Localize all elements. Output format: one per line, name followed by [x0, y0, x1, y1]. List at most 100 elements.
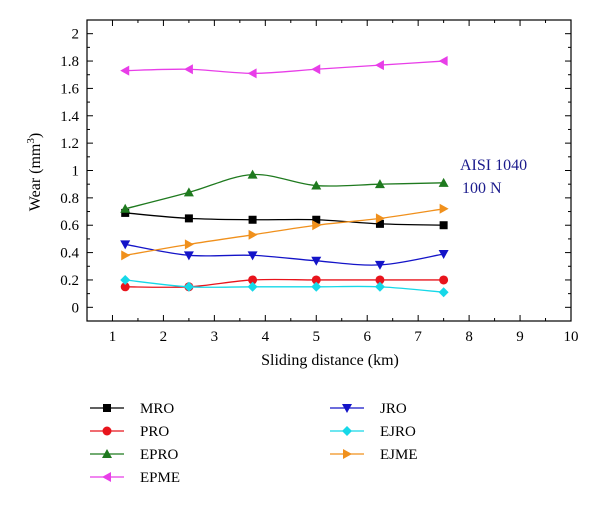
legend-item-ejro: EJRO: [330, 424, 416, 440]
data-point-ejro: [438, 287, 449, 298]
data-point-ejme: [184, 239, 194, 250]
y-tick-label: 1.6: [60, 81, 79, 97]
annotation-material: AISI 1040: [460, 157, 527, 174]
data-point-jro: [247, 251, 258, 261]
legend-item-pro: PRO: [90, 424, 169, 440]
data-point-epro: [183, 187, 194, 197]
y-tick-label: 0.4: [60, 246, 79, 262]
data-point-ejme: [248, 229, 258, 240]
legend-label: EJRO: [380, 424, 416, 440]
data-point-ejro: [311, 281, 322, 292]
y-tick-label: 1: [72, 164, 80, 180]
legend-label: EPME: [140, 470, 180, 486]
legend-label: PRO: [140, 424, 169, 440]
series-ejme: [121, 203, 449, 261]
data-point-ejro: [183, 281, 194, 292]
series-line-ejro: [125, 279, 444, 293]
legend-swatch-marker: [343, 449, 352, 459]
legend: MRO PRO EPRO EPME JRO EJRO EJME: [90, 401, 418, 486]
annotation-group: AISI 1040 100 N: [460, 157, 527, 197]
data-point-mro: [312, 215, 321, 224]
y-tick-label: 0.8: [60, 191, 79, 207]
data-point-ejro: [247, 281, 258, 292]
series-jro: [120, 240, 449, 270]
data-point-mro: [439, 221, 448, 230]
y-axis-title: Wear (mm3): [25, 133, 44, 211]
legend-swatch-marker: [102, 449, 112, 458]
data-point-pro: [439, 275, 449, 285]
data-point-epro: [120, 203, 131, 213]
data-point-jro: [311, 256, 322, 266]
legend-item-mro: MRO: [90, 401, 174, 417]
plot-area: 1 2 3 4 5 6 7 8 9 10 0 0.2 0.4 0.6 0.8 1 1.2 1.4 1.6 1.8 2: [60, 19, 579, 345]
data-point-mro: [121, 208, 130, 217]
data-point-epro: [438, 177, 449, 187]
series-epro: [120, 169, 449, 213]
legend-item-epme: EPME: [90, 470, 180, 486]
data-point-epme: [438, 56, 448, 67]
y-axis-title-text: Wear (mm3): [25, 133, 44, 211]
data-point-pro: [248, 275, 258, 285]
x-tick-label: 2: [160, 329, 168, 345]
series-pro: [120, 275, 449, 292]
data-point-jro: [183, 251, 194, 261]
series-line-jro: [125, 243, 444, 266]
legend-label: MRO: [140, 401, 174, 417]
legend-label: JRO: [380, 401, 407, 417]
data-point-ejro: [120, 274, 131, 285]
data-point-pro: [311, 275, 321, 285]
legend-item-epro: EPRO: [90, 447, 179, 463]
data-point-ejro: [374, 281, 385, 292]
data-point-epro: [311, 180, 322, 190]
x-tick-label: 8: [465, 329, 473, 345]
data-point-ejme: [121, 250, 131, 261]
y-tick-label: 0.6: [60, 218, 79, 234]
data-point-mro: [184, 214, 193, 223]
data-point-epme: [120, 65, 130, 76]
x-tick-label: 3: [211, 329, 219, 345]
series-ejro: [120, 274, 449, 298]
legend-swatch-marker: [103, 404, 111, 412]
legend-swatch-marker: [102, 426, 112, 436]
legend-label: EJME: [380, 447, 418, 463]
data-point-pro: [375, 275, 385, 285]
legend-swatch-marker: [342, 404, 352, 413]
data-point-jro: [120, 240, 131, 250]
data-point-jro: [374, 260, 385, 270]
legend-item-jro: JRO: [330, 401, 407, 417]
data-point-mro: [375, 219, 384, 228]
data-point-jro: [438, 249, 449, 259]
data-point-epme: [374, 60, 384, 71]
x-tick-label: 7: [414, 329, 422, 345]
y-tick-label: 1.2: [60, 136, 79, 152]
data-point-epme: [247, 68, 257, 79]
legend-swatch-marker: [342, 426, 352, 436]
legend-swatch-marker: [102, 472, 111, 482]
annotation-load: 100 N: [462, 180, 502, 197]
y-tick-label: 2: [72, 27, 80, 43]
x-tick-label: 1: [109, 329, 117, 345]
data-point-epme: [311, 64, 321, 75]
y-tick-label: 1.4: [60, 109, 79, 125]
y-axis-title-main: Wear (mm: [27, 143, 44, 211]
x-tick-label: 10: [564, 329, 579, 345]
x-tick-label: 4: [262, 329, 270, 345]
data-point-mro: [248, 215, 257, 224]
data-point-epme: [183, 64, 193, 75]
series-line-epro: [125, 173, 444, 210]
data-point-epro: [374, 179, 385, 189]
y-tick-label: 1.8: [60, 54, 79, 70]
data-point-epro: [247, 169, 258, 179]
x-tick-label: 6: [363, 329, 371, 345]
y-axis-title-sup: 3: [25, 138, 37, 144]
y-tick-label: 0: [72, 300, 80, 316]
series-line-ejme: [125, 208, 444, 256]
y-axis-title-close: ): [27, 133, 44, 138]
series-epme: [120, 56, 448, 79]
legend-item-ejme: EJME: [330, 447, 418, 463]
data-point-pro: [120, 282, 130, 292]
data-point-ejme: [375, 213, 385, 224]
data-point-ejme: [312, 220, 322, 231]
x-tick-label: 5: [313, 329, 321, 345]
